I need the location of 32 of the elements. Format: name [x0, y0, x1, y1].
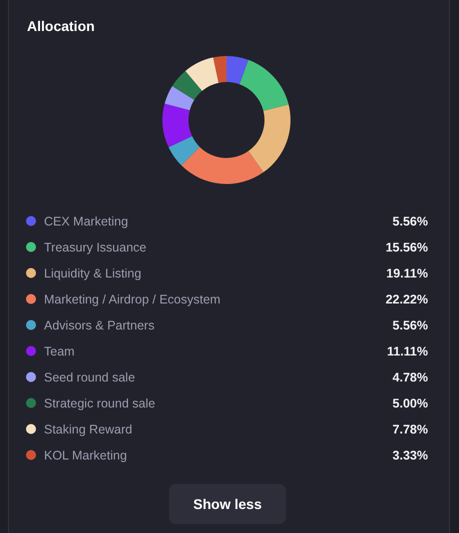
donut-slice	[213, 56, 226, 83]
data-label: 7.78%	[392, 422, 428, 436]
legend-label: Team	[44, 344, 75, 358]
donut-slice	[248, 104, 290, 172]
legend-label: Advisors & Partners	[44, 318, 154, 332]
donut-slice	[168, 136, 200, 166]
data-label: 3.33%	[392, 448, 428, 462]
show-less-button: Show less	[169, 484, 286, 524]
legend-label: Seed round sale	[44, 370, 136, 384]
donut-slice	[164, 86, 194, 110]
data-label: 22.22%	[386, 292, 428, 306]
data-label: 19.11%	[386, 266, 428, 280]
data-label: 5.56%	[392, 214, 428, 228]
data-label: 5.00%	[392, 396, 428, 410]
legend-label: CEX Marketing	[44, 214, 128, 228]
donut-slice	[172, 70, 202, 100]
data-label: 4.78%	[392, 370, 428, 384]
data-label: 5.56%	[392, 318, 428, 332]
donut-slice	[185, 57, 219, 91]
donut-slice	[162, 104, 192, 148]
legend-label: Staking Reward	[44, 422, 132, 436]
chart-title: Allocation	[27, 18, 95, 34]
legend-label: Treasury Issuance	[44, 240, 146, 254]
donut-slice	[226, 56, 248, 84]
donut-slice	[240, 60, 289, 111]
legend-label: Strategic round sale	[44, 396, 156, 410]
data-label: 15.56%	[386, 240, 428, 254]
data-label: 11.11%	[386, 344, 428, 358]
legend-label: KOL Marketing	[44, 448, 127, 462]
legend-label: Liquidity & Listing	[44, 266, 142, 280]
donut-slice	[181, 146, 264, 184]
legend-label: Marketing / Airdrop / Ecosystem	[44, 292, 220, 306]
